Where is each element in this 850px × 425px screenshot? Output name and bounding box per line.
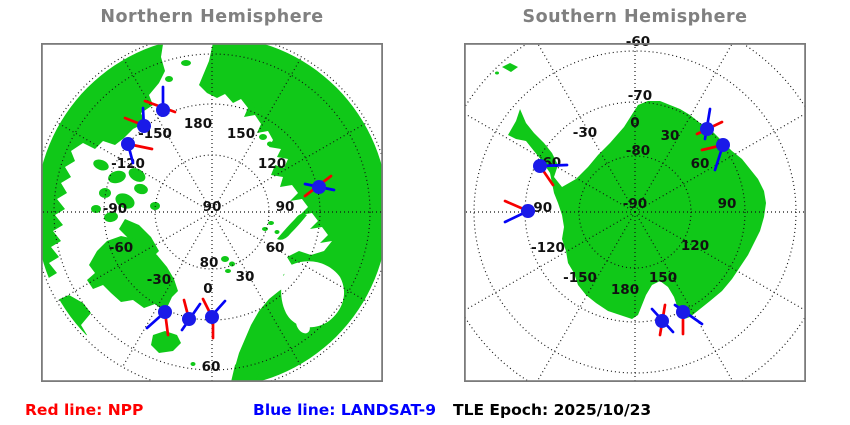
longitude-label: 30 <box>661 128 680 144</box>
latitude-circle <box>53 53 371 371</box>
small-island <box>495 71 499 75</box>
longitude-label: 180 <box>184 116 212 132</box>
longitude-label: 150 <box>227 126 255 142</box>
longitude-label: -120 <box>111 156 145 172</box>
ellesmere-island <box>128 168 146 182</box>
labrador-landmass <box>41 295 91 339</box>
latitude-label: -80 <box>626 143 650 159</box>
meridian-line <box>634 211 806 312</box>
south-satellite-markers <box>503 107 730 337</box>
barents-sea <box>281 261 345 328</box>
meridian-line <box>536 43 636 213</box>
satellite-position-dot <box>121 137 135 151</box>
longitude-label: -60 <box>109 240 133 256</box>
latitude-circle <box>524 101 746 323</box>
faroe-island <box>190 362 196 366</box>
arctic-island <box>134 183 148 195</box>
latitude-label: -60 <box>626 34 650 50</box>
longitude-label: 90 <box>718 196 737 212</box>
satellite-position-dot <box>156 103 170 117</box>
arctic-island <box>104 211 118 223</box>
arctic-island <box>91 205 101 213</box>
north-hemisphere-map: 90 80 60 180 150 120 90 60 30 0 -30 -60 -90 -120 -150 <box>40 42 384 383</box>
svalbard-island <box>221 256 229 262</box>
legend-tle-epoch: TLE Epoch: 2025/10/23 <box>453 401 652 419</box>
longitude-label: 60 <box>266 240 285 256</box>
south-graticule <box>464 43 806 382</box>
svalbard-island <box>229 261 235 267</box>
longitude-label: 120 <box>258 156 286 172</box>
longitude-label: -150 <box>563 270 597 286</box>
longitude-label: -90 <box>103 201 127 217</box>
longitude-label: -30 <box>147 272 171 288</box>
small-island <box>259 134 267 140</box>
franz-josef-island <box>274 230 280 234</box>
small-island <box>245 98 253 104</box>
small-island <box>254 106 262 112</box>
great-britain-landmass <box>231 357 259 382</box>
satellite-position-dot <box>312 180 326 194</box>
north-satellite-markers <box>121 85 336 340</box>
satellite-position-dot <box>676 305 690 319</box>
longitude-label: 30 <box>236 269 255 285</box>
longitude-label: -120 <box>531 240 565 256</box>
satellite-position-dot <box>716 138 730 152</box>
north-map-frame <box>40 42 384 383</box>
franz-josef-island <box>268 221 274 225</box>
meridian-line <box>464 211 636 312</box>
satellite-position-dot <box>655 314 669 328</box>
tierra-del-fuego-landmass <box>502 63 518 72</box>
legend-landsat9: Blue line: LANDSAT-9 <box>253 401 437 419</box>
satellite-position-dot <box>533 159 547 173</box>
latitude-label: -70 <box>628 88 652 104</box>
satellite-position-dot <box>137 119 151 133</box>
latitude-label: 90 <box>203 199 222 215</box>
meridian-line <box>634 43 734 213</box>
satellite-position-dot <box>521 204 535 218</box>
meridian-line <box>634 112 806 213</box>
satellite-position-dot <box>182 312 196 326</box>
longitude-label: 0 <box>203 281 212 297</box>
novaya-zemlya-island <box>277 213 307 240</box>
arctic-island <box>115 193 135 209</box>
meridian-line <box>634 211 734 382</box>
satellite-position-dot <box>700 122 714 136</box>
longitude-label: 90 <box>276 199 295 215</box>
antarctica-landmass <box>508 101 766 319</box>
south-landmass-layer <box>495 63 766 319</box>
longitude-label: 120 <box>681 238 709 254</box>
meridian-line <box>464 112 636 213</box>
franz-josef-island <box>262 227 268 231</box>
north-graticule <box>41 43 383 382</box>
iceland-landmass <box>151 331 181 353</box>
meridian-line <box>536 211 636 382</box>
latitude-label: 80 <box>200 255 219 271</box>
longitude-label: 60 <box>691 156 710 172</box>
satellite-position-dot <box>158 305 172 319</box>
longitude-label: -30 <box>573 125 597 141</box>
latitude-label: -90 <box>623 196 647 212</box>
small-island <box>165 76 173 82</box>
white-sea <box>296 316 310 334</box>
arctic-island <box>99 188 111 198</box>
wrangel-island <box>181 60 191 66</box>
arctic-island <box>108 170 126 184</box>
south-map-title: Southern Hemisphere <box>522 7 748 27</box>
greenland-landmass <box>87 236 178 312</box>
longitude-label: 0 <box>630 115 639 131</box>
arctic-island <box>93 159 109 171</box>
south-map-labels: -60-70-80-900306090120150180-150-120-90-… <box>528 34 737 298</box>
small-island <box>267 141 273 147</box>
north-map-title: Northern Hemisphere <box>100 7 324 27</box>
legend-npp: Red line: NPP <box>25 401 144 419</box>
south-hemisphere-map: -60 -70 -80 -90 0 30 60 90 120 150 180 -150 -120 -90-… <box>463 34 807 383</box>
south-map-frame <box>463 42 807 383</box>
svalbard-island <box>225 269 231 273</box>
longitude-label: 150 <box>649 270 677 286</box>
latitude-label: 60 <box>202 359 221 375</box>
satellite-position-dot <box>205 310 219 324</box>
longitude-label: 180 <box>611 282 639 298</box>
